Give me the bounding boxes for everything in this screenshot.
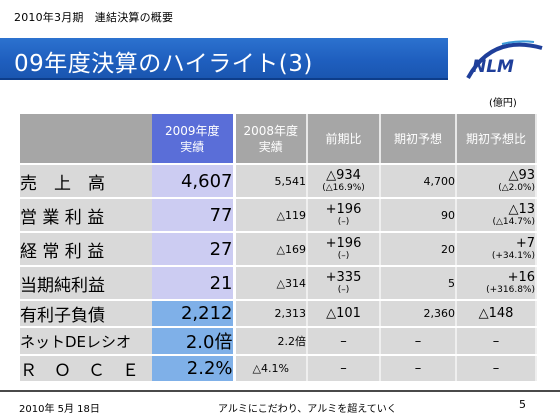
value-fy2009: 27: [152, 232, 236, 267]
value-vs-forecast: –: [456, 355, 537, 383]
row-label: ネットDEレシオ: [20, 327, 152, 356]
table-row-sales: 売 上 高 4,607 5,541 △934 (△16.9%) 4,700 △93…: [20, 164, 537, 199]
value-yoy: +196 (–): [307, 232, 381, 267]
footer-divider: [0, 390, 560, 392]
value-forecast: 20: [380, 232, 457, 267]
unit-label: (億円): [489, 98, 517, 109]
table-header-row: 2009年度 実績 2008年度 実績 前期比 期初予想 期初予想比: [20, 114, 537, 165]
value-fy2008: 2,313: [234, 300, 308, 328]
table-row-net-income: 当期純利益 21 △314 +335 (–) 5 +16 (+316.8%): [20, 266, 537, 301]
footer-date: 2010年 5月 18日: [19, 404, 100, 415]
value-yoy: △934 (△16.9%): [307, 164, 381, 199]
results-table: 2009年度 実績 2008年度 実績 前期比 期初予想 期初予想比 売 上 高 4…: [20, 114, 537, 383]
value-forecast: –: [380, 327, 457, 356]
table-row-operating-income: 営 業 利 益 77 △119 +196 (–) 90 △13 (△14.7%): [20, 198, 537, 233]
value-forecast: 5: [380, 266, 457, 301]
row-label: 当期純利益: [20, 266, 152, 301]
header-fy2009: 2009年度 実績: [152, 114, 236, 165]
value-forecast: 90: [380, 198, 457, 233]
footer-slogan: アルミにこだわり、アルミを超えていく: [218, 404, 397, 415]
header-vs-forecast: 期初予想比: [456, 114, 537, 165]
table-row-roce: Ｒ Ｏ Ｃ Ｅ 2.2% △4.1% – – –: [20, 355, 537, 383]
row-label: Ｒ Ｏ Ｃ Ｅ: [20, 355, 152, 383]
value-fy2009: 2,212: [152, 300, 236, 328]
value-fy2008: △119: [234, 198, 308, 233]
value-yoy: +196 (–): [307, 198, 381, 233]
value-yoy: –: [307, 327, 381, 356]
value-vs-forecast: △148: [456, 300, 537, 328]
value-forecast: –: [380, 355, 457, 383]
table-row-ordinary-income: 経 常 利 益 27 △169 +196 (–) 20 +7 (+34.1%): [20, 232, 537, 267]
value-fy2008: △169: [234, 232, 308, 267]
value-fy2009: 2.0倍: [152, 327, 236, 356]
value-fy2008: △4.1%: [234, 355, 308, 383]
value-vs-forecast: △13 (△14.7%): [456, 198, 537, 233]
value-vs-forecast: –: [456, 327, 537, 356]
header-yoy: 前期比: [307, 114, 381, 165]
header-forecast: 期初予想: [380, 114, 457, 165]
page-number: 5: [519, 398, 526, 411]
title-bar: 09年度決算のハイライト(3): [0, 38, 448, 80]
value-yoy: △101: [307, 300, 381, 328]
row-label: 営 業 利 益: [20, 198, 152, 233]
value-fy2008: △314: [234, 266, 308, 301]
value-vs-forecast: +7 (+34.1%): [456, 232, 537, 267]
value-fy2008: 2.2倍: [234, 327, 308, 356]
value-fy2009: 4,607: [152, 164, 236, 199]
row-label: 売 上 高: [20, 164, 152, 199]
slide-title: 09年度決算のハイライト(3): [14, 51, 313, 77]
value-vs-forecast: △93 (△2.0%): [456, 164, 537, 199]
table-row-net-de-ratio: ネットDEレシオ 2.0倍 2.2倍 – – –: [20, 327, 537, 356]
value-forecast: 4,700: [380, 164, 457, 199]
header-fy2008: 2008年度 実績: [234, 114, 308, 165]
company-logo: NLM: [462, 38, 548, 84]
logo-text: NLM: [472, 57, 514, 77]
row-label: 有利子負債: [20, 300, 152, 328]
value-fy2009: 2.2%: [152, 355, 236, 383]
table-row-interest-bearing-debt: 有利子負債 2,212 2,313 △101 2,360 △148: [20, 300, 537, 328]
row-label: 経 常 利 益: [20, 232, 152, 267]
value-forecast: 2,360: [380, 300, 457, 328]
header-blank: [20, 114, 152, 165]
value-fy2009: 77: [152, 198, 236, 233]
value-fy2008: 5,541: [234, 164, 308, 199]
value-yoy: –: [307, 355, 381, 383]
value-yoy: +335 (–): [307, 266, 381, 301]
period-label: 2010年3月期 連結決算の概要: [14, 11, 174, 24]
value-vs-forecast: +16 (+316.8%): [456, 266, 537, 301]
value-fy2009: 21: [152, 266, 236, 301]
